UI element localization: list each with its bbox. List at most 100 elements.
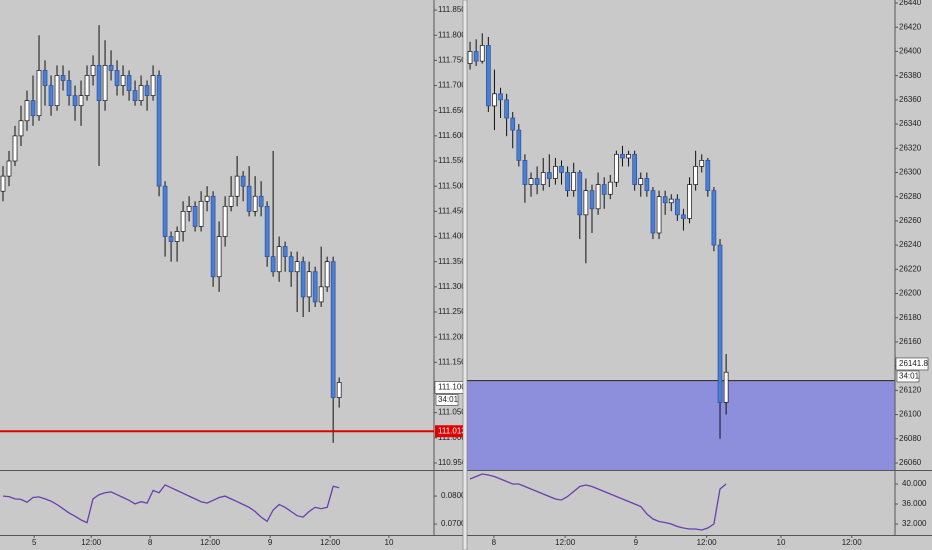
- candle-body: [246, 185, 252, 212]
- candle-body: [36, 70, 42, 117]
- x-tick-label: 12:00: [842, 538, 863, 547]
- y-tick-label: 111.600: [438, 131, 466, 140]
- candle-body: [614, 153, 619, 183]
- candle-body: [102, 65, 108, 101]
- candle-body: [693, 166, 698, 185]
- candle-body: [687, 184, 692, 219]
- candle-body: [192, 205, 198, 227]
- y-tick-label: 111.350: [438, 257, 466, 266]
- candle-body: [711, 190, 717, 246]
- candle-body: [607, 181, 613, 195]
- candle-body: [276, 246, 282, 273]
- candle-body: [186, 205, 192, 212]
- y-tick-label: 111.650: [438, 106, 466, 115]
- candle-body: [90, 65, 96, 76]
- candle-body: [492, 93, 497, 107]
- candle-body: [668, 198, 674, 204]
- timer: 34:01: [899, 372, 920, 381]
- y-tick-label: 26340: [899, 119, 922, 128]
- candle-body: [114, 70, 120, 86]
- timer-box: [896, 370, 920, 383]
- candle-body: [66, 80, 72, 96]
- candle-body: [330, 261, 336, 398]
- y-tick-label: 111.000: [438, 433, 466, 442]
- x-tick-label: 12:00: [320, 538, 341, 547]
- candle-body: [479, 45, 485, 62]
- y-tick-label: 26260: [899, 216, 922, 225]
- candle-body: [336, 382, 342, 398]
- candle-body: [626, 153, 631, 159]
- y-tick-label: 26200: [899, 289, 922, 298]
- y-tick-label: 111.750: [438, 55, 466, 64]
- x-tick-label: 8: [492, 538, 497, 547]
- candle-body: [252, 195, 258, 212]
- x-tick-label: 12:00: [555, 538, 576, 547]
- candle-body: [270, 256, 276, 273]
- candle-body: [473, 51, 479, 62]
- candle-body: [18, 120, 24, 137]
- candle-body: [534, 178, 540, 185]
- candle-body: [312, 271, 318, 303]
- price-tag-label: 111.100: [438, 383, 466, 392]
- y-tick-label: 26400: [899, 47, 922, 56]
- candle-body: [144, 85, 150, 96]
- candle-body: [300, 261, 306, 298]
- candle-body: [705, 160, 711, 191]
- candle-body: [198, 200, 204, 227]
- candle-body: [180, 210, 186, 232]
- y-tick-label: 111.200: [438, 332, 466, 341]
- candle-body: [240, 175, 246, 187]
- price-tag-label: 26141.8: [899, 359, 928, 368]
- candle-body: [717, 244, 723, 403]
- candle-body: [150, 75, 156, 96]
- y-tick-label: 111.550: [438, 156, 466, 165]
- candle-body: [324, 261, 330, 288]
- y-tick-label: 26320: [899, 143, 922, 152]
- timer-box: [435, 394, 459, 406]
- candle-body: [577, 172, 583, 216]
- y-tick-label: 26380: [899, 71, 922, 80]
- candle-body: [96, 65, 102, 101]
- candle-body: [222, 205, 228, 237]
- candle-body: [54, 75, 60, 107]
- candle-body: [601, 184, 607, 195]
- candle-body: [72, 95, 78, 107]
- candle-body: [282, 246, 288, 257]
- candle-body: [24, 100, 30, 122]
- x-tick-label: 10: [777, 538, 786, 547]
- candle-body: [540, 172, 546, 185]
- y-tick-label: 111.700: [438, 81, 466, 90]
- y-tick-label: 26120: [899, 385, 922, 394]
- x-tick-label: 12:00: [81, 538, 102, 547]
- x-tick-label: 8: [148, 538, 153, 547]
- y-tick-label: 26220: [899, 264, 922, 273]
- candle-body: [78, 95, 84, 107]
- candle-body: [674, 198, 680, 216]
- candle-body: [528, 178, 534, 185]
- candle-body: [0, 175, 6, 192]
- y-tick-label: 26160: [899, 337, 922, 346]
- candle-body: [48, 85, 54, 107]
- y-tick-label: 111.450: [438, 206, 466, 215]
- candle-body: [60, 75, 66, 81]
- x-tick-label: 12:00: [200, 538, 221, 547]
- y-tick-label: 111.150: [438, 357, 466, 366]
- candle-body: [571, 172, 577, 191]
- indicator-line: [2, 484, 340, 524]
- indicator-tick-label: 40.000: [902, 479, 927, 488]
- candle-body: [174, 231, 180, 242]
- candle-body: [168, 236, 174, 242]
- indicator-tick-label: 0.0800: [441, 491, 466, 500]
- x-tick-label: 9: [634, 538, 639, 547]
- candle-body: [210, 195, 216, 278]
- candle-body: [162, 185, 168, 237]
- x-tick-label: 10: [385, 538, 394, 547]
- candle-body: [638, 178, 644, 185]
- candle-body: [553, 166, 558, 179]
- y-tick-label: 111.850: [438, 5, 466, 14]
- y-tick-label: 26080: [899, 434, 922, 443]
- x-tick-label: 9: [268, 538, 273, 547]
- candle-body: [42, 70, 48, 86]
- candle-body: [120, 75, 126, 86]
